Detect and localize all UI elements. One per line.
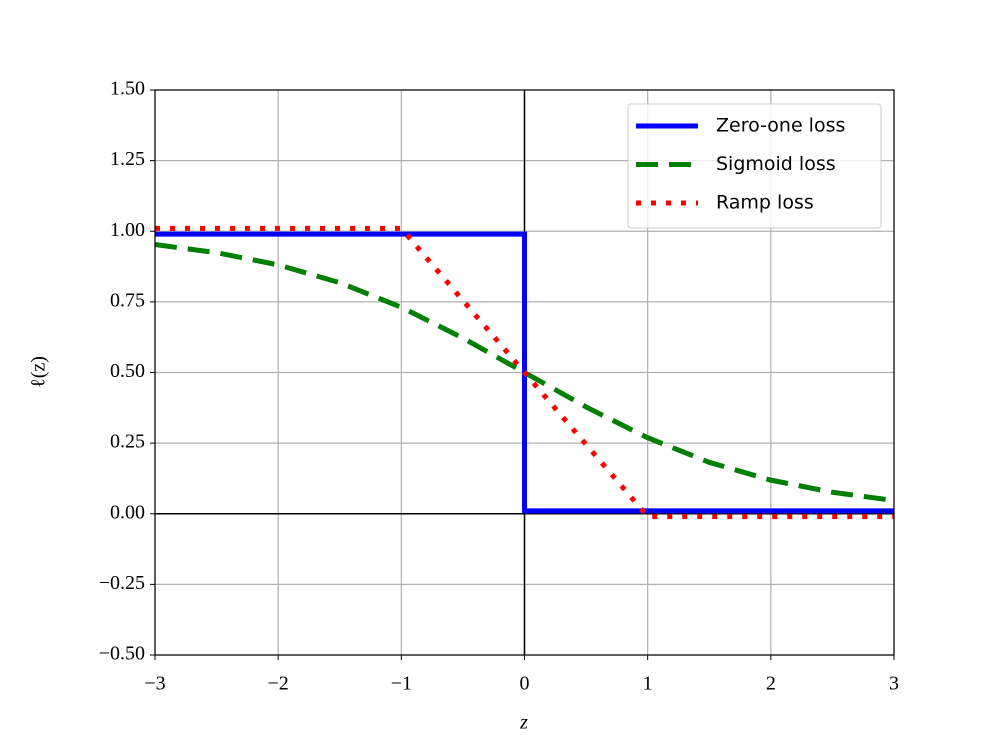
x-tick-label: −1 bbox=[391, 673, 412, 695]
line-series bbox=[155, 225, 894, 520]
y-axis-label: ℓ(z) bbox=[28, 356, 50, 388]
legend bbox=[627, 103, 882, 229]
x-tick-label: 0 bbox=[520, 673, 530, 695]
y-tick-label: 0.00 bbox=[110, 501, 145, 523]
legend-label: Sigmoid loss bbox=[716, 153, 836, 175]
y-tick-label: 0.50 bbox=[110, 360, 145, 382]
line-series bbox=[154, 242, 895, 503]
x-tick-label: 3 bbox=[889, 673, 899, 695]
y-tick-label: 0.75 bbox=[110, 289, 145, 311]
x-tick-label: 1 bbox=[643, 673, 653, 695]
y-tick-label: −0.50 bbox=[99, 643, 145, 665]
x-tick-label: −3 bbox=[144, 673, 165, 695]
y-tick-label: 0.25 bbox=[110, 431, 145, 453]
y-tick-label: 1.25 bbox=[110, 148, 145, 170]
plot-frame bbox=[154, 89, 895, 656]
x-tick-label: −2 bbox=[268, 673, 289, 695]
legend-label: Ramp loss bbox=[716, 192, 814, 214]
x-tick-label: 2 bbox=[766, 673, 776, 695]
y-tick-label: 1.50 bbox=[110, 78, 145, 100]
x-axis-label: z bbox=[519, 712, 528, 734]
legend-label: Zero-one loss bbox=[716, 115, 845, 137]
y-tick-label: 1.00 bbox=[110, 219, 145, 241]
y-tick-label: −0.25 bbox=[99, 572, 145, 594]
